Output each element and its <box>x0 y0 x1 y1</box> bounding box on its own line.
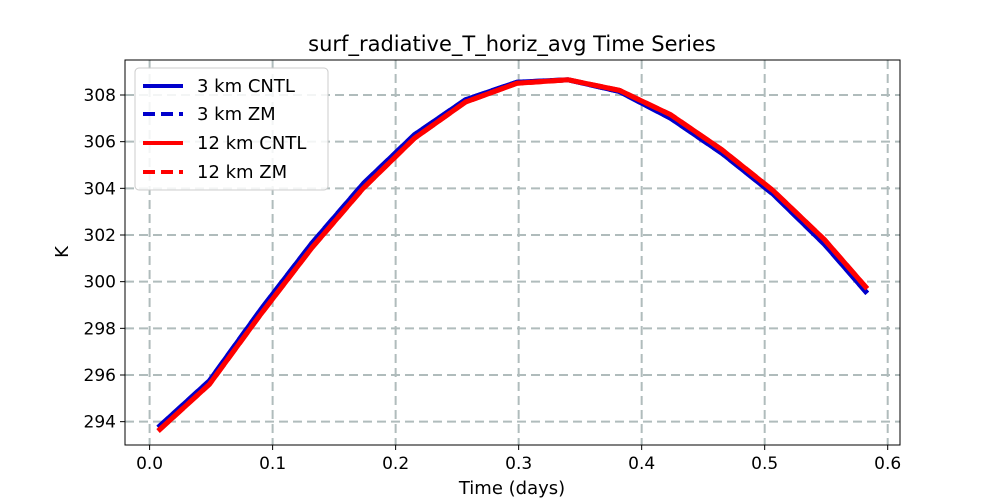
x-tick-label: 0.0 <box>136 454 163 474</box>
x-axis-label: Time (days) <box>458 478 565 499</box>
x-tick-label: 0.5 <box>751 454 778 474</box>
y-tick-label: 294 <box>84 413 116 433</box>
y-tick-label: 302 <box>84 226 116 246</box>
series-line-12-km-zm <box>156 77 870 433</box>
chart-title: surf_radiative_T_horiz_avg Time Series <box>308 32 716 57</box>
series-lines <box>156 77 870 433</box>
y-tick-label: 300 <box>84 273 116 293</box>
plot-frame <box>124 59 901 446</box>
x-tick-label: 0.2 <box>382 454 409 474</box>
x-tick-label: 0.3 <box>505 454 532 474</box>
y-tick-label: 306 <box>84 133 116 153</box>
x-tick-label: 0.1 <box>259 454 286 474</box>
y-tick-label: 296 <box>84 366 116 386</box>
legend-label-3km-zm: 3 km ZM <box>197 104 276 125</box>
y-tick-label: 308 <box>84 86 116 106</box>
legend-box <box>134 67 329 191</box>
y-axis-label: K <box>52 245 73 258</box>
x-tick-label: 0.4 <box>628 454 655 474</box>
x-tick-label: 0.6 <box>874 454 901 474</box>
legend-label-12km-zm: 12 km ZM <box>197 162 287 183</box>
legend-label-12km-cntl: 12 km CNTL <box>197 133 306 154</box>
legend: 3 km CNTL 3 km ZM 12 km CNTL 12 km ZM <box>134 67 329 191</box>
axis-ticks: 0.0 0.1 0.2 0.3 0.4 0.5 0.6 294 296 298 300 302 304 3… <box>84 86 902 474</box>
y-tick-label: 304 <box>84 179 116 199</box>
legend-label-3km-cntl: 3 km CNTL <box>197 76 295 97</box>
y-tick-label: 298 <box>84 319 116 339</box>
